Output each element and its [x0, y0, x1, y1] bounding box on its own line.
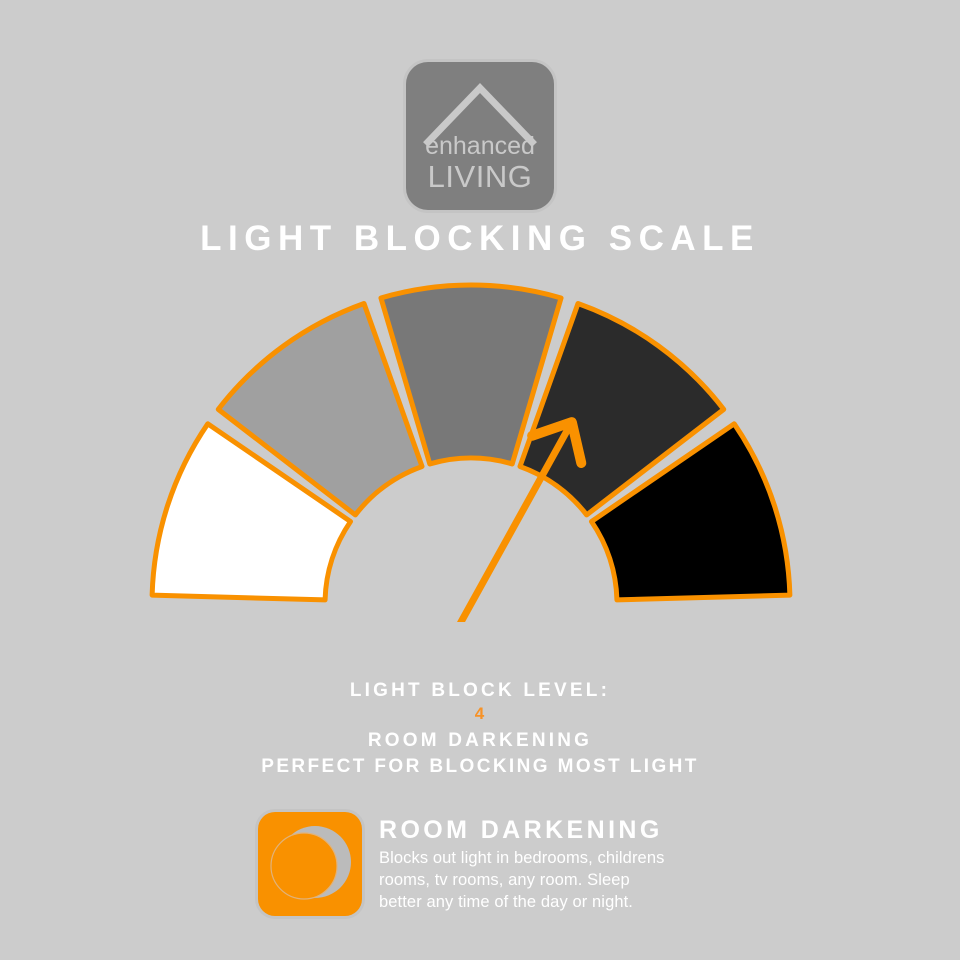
logo-line-1: enhanced [425, 132, 535, 160]
crescent-moon-glyph [270, 826, 351, 900]
house-roof-icon [423, 82, 537, 147]
gauge-segments [149, 282, 793, 603]
needle-shaft [457, 418, 576, 622]
needle-arrowhead [527, 417, 587, 469]
gauge-segment-5 [588, 421, 793, 603]
gauge-needle [457, 417, 587, 622]
footer-title: ROOM DARKENING [379, 816, 663, 844]
gauge-segment-3 [378, 282, 564, 467]
logo-wordmark: enhanced LIVING [406, 132, 554, 194]
level-name: ROOM DARKENING [367, 730, 593, 751]
logo-line-2: LIVING [427, 159, 533, 194]
room-darkening-text: ROOM DARKENING Blocks out light in bedro… [379, 812, 669, 913]
enhanced-living-logo: enhanced LIVING [406, 62, 554, 210]
logo-container: enhanced LIVING [0, 62, 960, 210]
gauge-segment-2 [215, 300, 425, 518]
level-description: PERFECT FOR BLOCKING MOST LIGHT [261, 756, 699, 777]
gauge-segment-1 [149, 421, 354, 603]
crescent-moon-icon [258, 812, 362, 916]
light-blocking-gauge [149, 282, 793, 622]
room-darkening-card: ROOM DARKENING Blocks out light in bedro… [258, 812, 728, 916]
level-label: LIGHT BLOCK LEVEL: [349, 680, 611, 701]
page-title: LIGHT BLOCKING SCALE [200, 219, 760, 258]
level-value: 4 [474, 704, 486, 723]
footer-body: Blocks out light in bedrooms, childrens … [379, 849, 665, 911]
level-readout: LIGHT BLOCK LEVEL: 4 ROOM DARKENING PERF… [0, 678, 960, 779]
gauge-container [0, 282, 960, 622]
